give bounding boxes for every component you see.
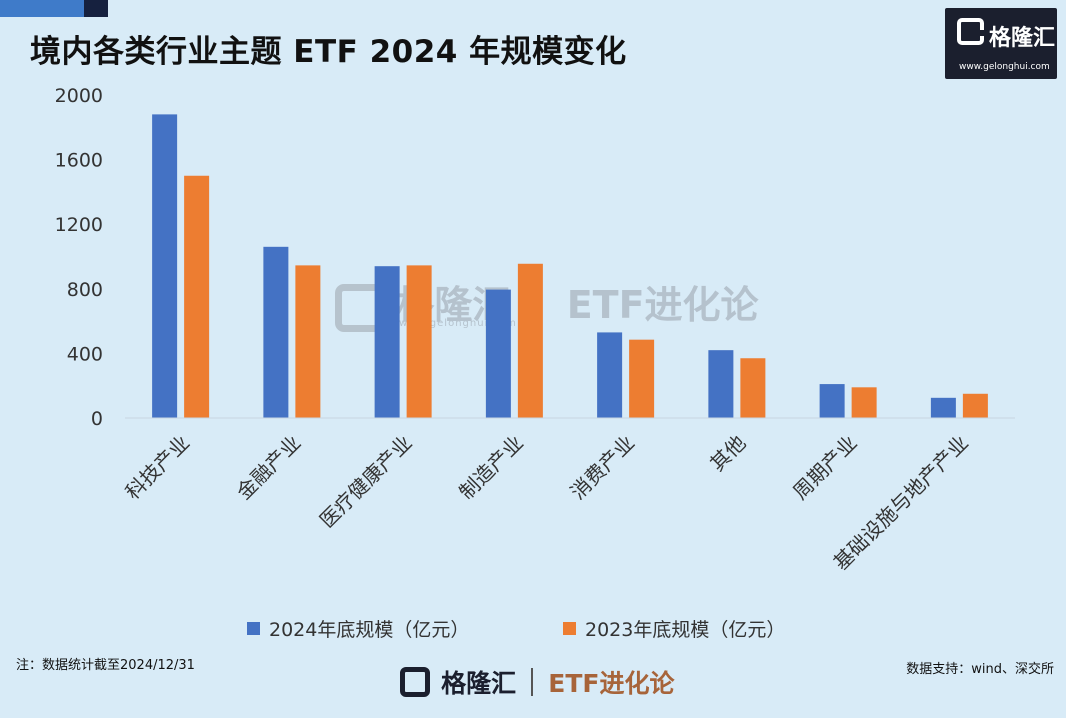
y-tick-label: 0: [91, 408, 103, 430]
g-logo-icon: [957, 18, 984, 45]
bar-2024: [374, 266, 400, 418]
y-tick-label: 1200: [55, 214, 103, 236]
bar-2023: [184, 175, 210, 418]
bar-2023: [851, 387, 877, 418]
bar-2023: [295, 265, 321, 418]
legend-swatch: [247, 622, 260, 635]
bar-2024: [708, 350, 734, 418]
bar-2024: [152, 114, 178, 418]
bar-2023: [962, 393, 988, 418]
x-category-label: 周期产业: [788, 431, 862, 505]
y-tick-label: 1600: [55, 150, 103, 172]
x-category-label: 科技产业: [121, 431, 195, 505]
bottom-brand-name: 格隆汇: [441, 669, 517, 698]
brand-logo: 格隆汇 www.gelonghui.com: [945, 8, 1057, 79]
bar-2024: [263, 246, 289, 418]
y-tick-label: 400: [67, 343, 103, 365]
y-tick-label: 800: [67, 279, 103, 301]
bar-2023: [517, 263, 543, 418]
data-source: 数据支持：wind、深交所: [906, 662, 1054, 677]
footnote: 注：数据统计截至2024/12/31: [16, 658, 195, 673]
top-accent-bar: [0, 0, 84, 17]
logo-text: 格隆汇: [989, 26, 1056, 51]
chart-title: 境内各类行业主题 ETF 2024 年规模变化: [30, 34, 627, 70]
bars: [152, 114, 988, 418]
watermark-url: www.gelonghui.com: [399, 318, 517, 329]
legend: 2024年底规模（亿元） 2023年底规模（亿元）: [247, 619, 785, 641]
watermark-tag: ETF进化论: [566, 283, 759, 327]
legend-swatch: [563, 622, 576, 635]
bar-2023: [406, 265, 432, 418]
bar-2024: [485, 289, 511, 418]
logo-url: www.gelonghui.com: [959, 62, 1050, 72]
y-axis: 0 400 800 1200 1600 2000: [55, 85, 103, 430]
x-category-label: 医疗健康产业: [315, 431, 417, 533]
x-category-label: 金融产业: [232, 431, 306, 505]
bottom-g-icon: [400, 667, 430, 697]
bottom-brand-tag: ETF进化论: [548, 669, 675, 698]
bar-2024: [930, 397, 956, 418]
bar-2024: [819, 384, 845, 418]
bottom-brand: 格隆汇 ETF进化论: [400, 664, 675, 704]
bar-2023: [740, 358, 766, 418]
legend-label: 2023年底规模（亿元）: [585, 619, 785, 641]
x-category-label: 消费产业: [566, 431, 640, 505]
x-category-label: 其他: [705, 431, 750, 476]
bar-2024: [597, 332, 623, 418]
legend-label: 2024年底规模（亿元）: [269, 619, 469, 641]
x-category-label: 制造产业: [454, 431, 528, 505]
y-tick-label: 2000: [55, 85, 103, 107]
bar-2023: [629, 339, 655, 418]
top-accent-bar-dark: [84, 0, 108, 17]
bottom-divider: [531, 668, 534, 696]
